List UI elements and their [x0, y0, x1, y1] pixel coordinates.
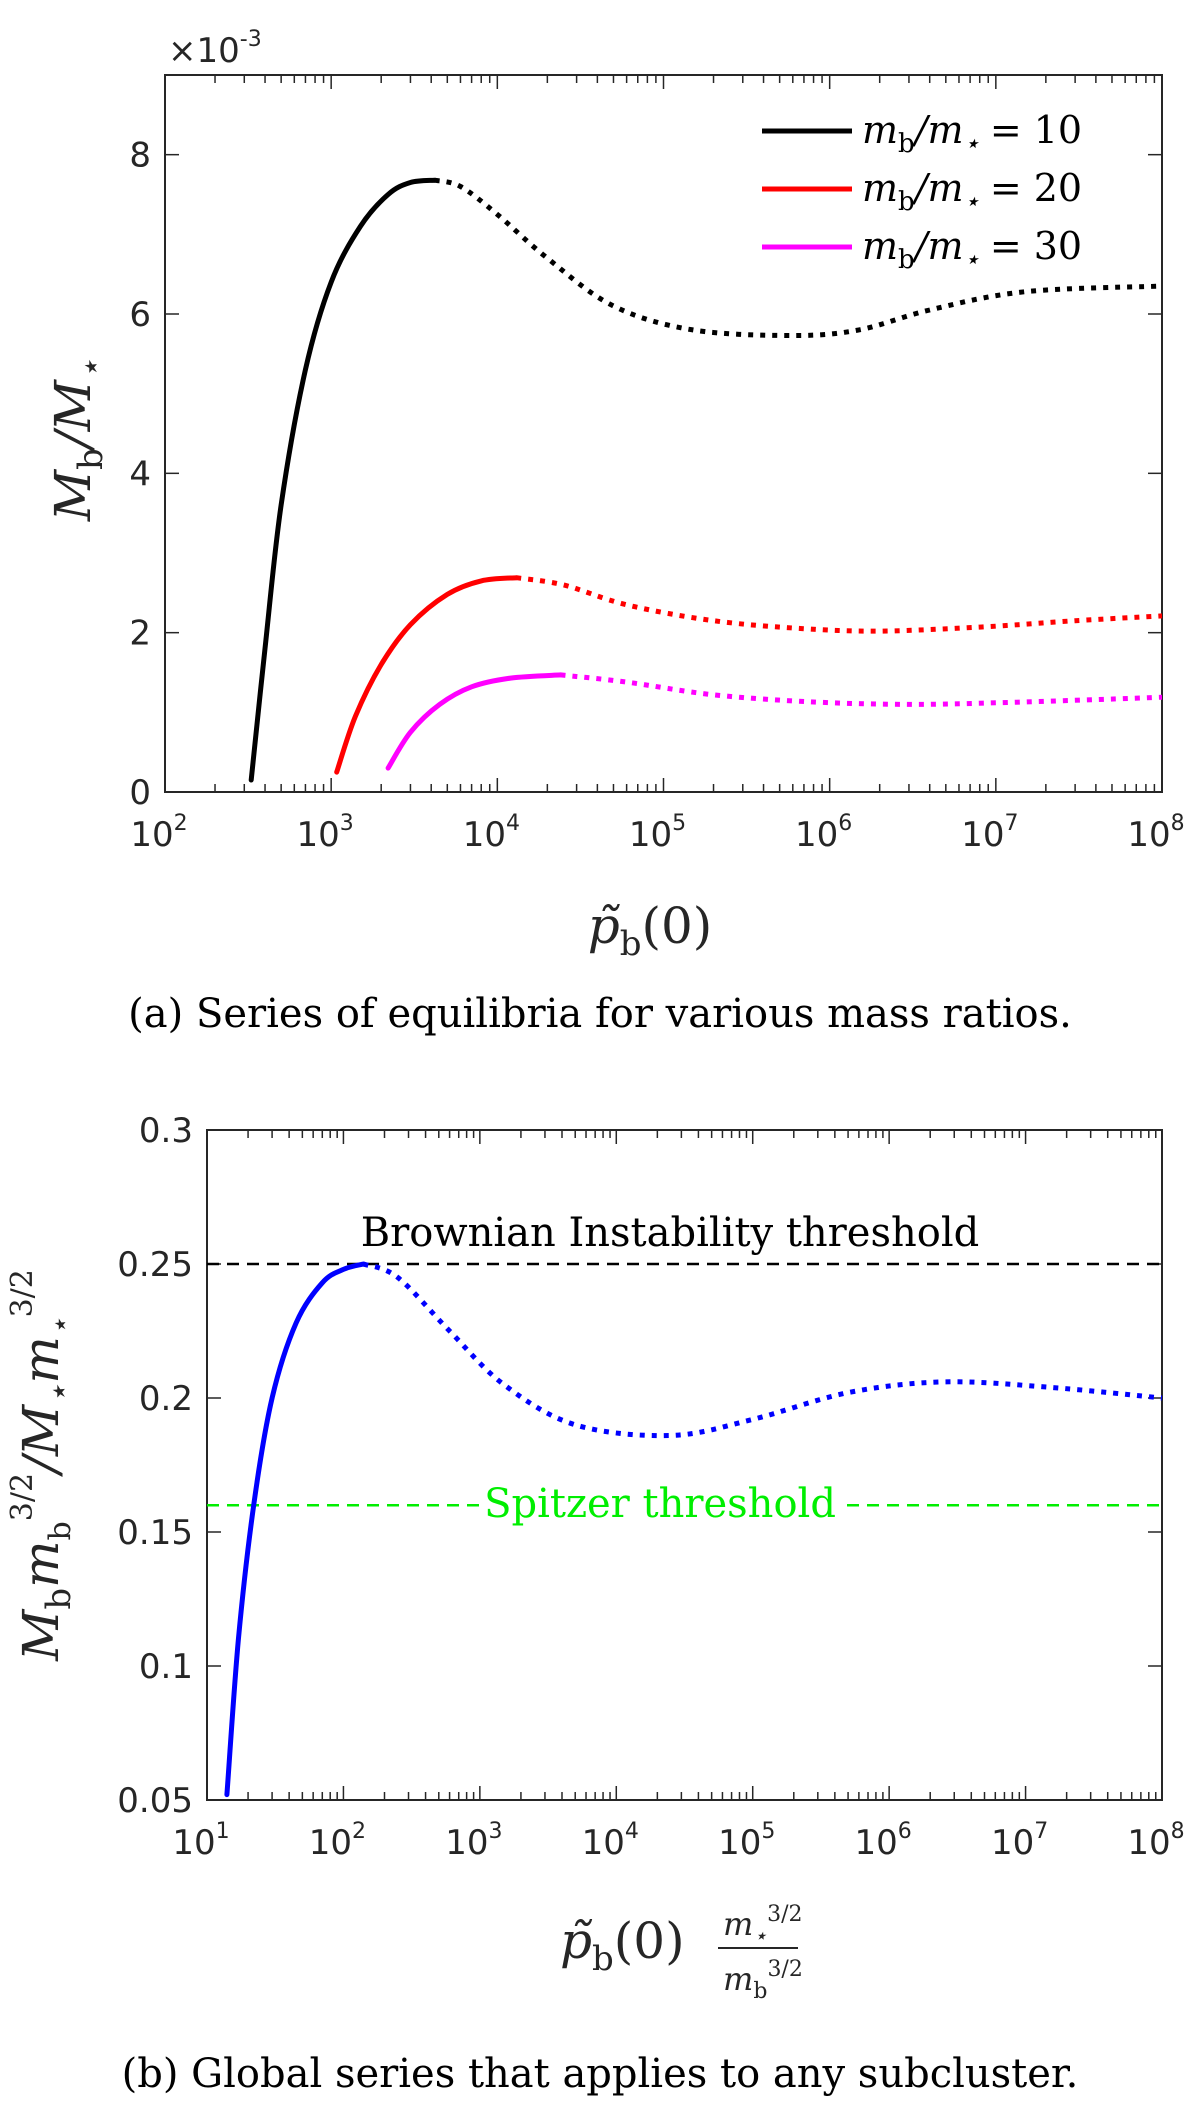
- x-tick-label: 107: [961, 811, 1018, 855]
- y-tick-label: 2: [129, 614, 151, 654]
- threshold-label-bg: [480, 1481, 840, 1526]
- x-tick-label: 107: [991, 1819, 1048, 1863]
- x-tick-label: 105: [629, 811, 686, 855]
- y-tick-label: 0.25: [117, 1245, 193, 1285]
- svg-text:mb3/2: mb3/2: [723, 1957, 803, 2004]
- panel-a-legend: mb/m⋆ = 10 mb/m⋆ = 20 mb/m⋆ = 30: [762, 108, 1082, 275]
- legend-entry: mb/m⋆ = 20: [862, 166, 1082, 217]
- panel-b-x-tick-labels: 101 102 103 104 105 106 107 108: [172, 1819, 1184, 1863]
- x-tick-label: 103: [297, 811, 354, 855]
- panel-b-series: [224, 1261, 1163, 1798]
- threshold-label: Spitzer threshold: [484, 1481, 836, 1527]
- panel-b-thresholds: Brownian Instability threshold Spitzer th…: [207, 1210, 1162, 1527]
- y-tick-label: 6: [129, 295, 151, 335]
- panel-a-x-tick-labels: 102 103 104 105 106 107 108: [130, 811, 1184, 855]
- panel-a-x-axis-label: p̃b(0): [588, 897, 713, 964]
- series-stable-line: [224, 1261, 366, 1798]
- threshold-label: Brownian Instability threshold: [361, 1210, 980, 1256]
- panel-a-y-axis-label: Mb/M⋆: [44, 359, 111, 522]
- x-tick-label: 103: [445, 1819, 502, 1863]
- panel-a-series: [248, 177, 1163, 783]
- series-unstable-line: [515, 575, 1163, 634]
- panel-b-y-axis-label: Mbmb3/2/M⋆m⋆3/2: [5, 1269, 79, 1662]
- svg-text:p̃b(0): p̃b(0): [560, 1912, 685, 1979]
- panel-b-plot-area: [206, 1129, 1163, 1801]
- x-tick-label: 102: [309, 1819, 366, 1863]
- panel-b-caption: (b) Global series that applies to any su…: [122, 2051, 1079, 2097]
- panel-a-plot-area: [164, 74, 1163, 793]
- panel-b-x-axis-label: p̃b(0) m⋆3/2 mb3/2: [560, 1902, 803, 2004]
- series-stable-line: [334, 575, 519, 775]
- x-tick-label: 104: [582, 1819, 639, 1863]
- x-tick-label: 101: [172, 1819, 229, 1863]
- x-tick-label: 106: [855, 1819, 912, 1863]
- series-stable-line: [385, 672, 563, 771]
- legend-entry: mb/m⋆ = 30: [862, 224, 1082, 275]
- y-tick-label: 0.1: [139, 1647, 193, 1687]
- x-tick-label: 108: [1127, 1819, 1184, 1863]
- legend-entry: mb/m⋆ = 10: [862, 108, 1082, 159]
- y-tick-label: 4: [129, 454, 151, 494]
- series-stable-line: [248, 177, 438, 783]
- panel-b-y-tick-labels: 0.05 0.1 0.15 0.2 0.25 0.3: [117, 1111, 193, 1821]
- x-tick-label: 104: [463, 811, 520, 855]
- panel-a-caption: (a) Series of equilibria for various mas…: [128, 991, 1072, 1037]
- series-unstable-line: [560, 672, 1163, 707]
- y-tick-label: 8: [129, 136, 151, 176]
- panel-a-ticks: [164, 75, 1162, 793]
- x-tick-label: 108: [1127, 811, 1184, 855]
- series-unstable-line: [434, 177, 1163, 339]
- svg-text:m⋆3/2: m⋆3/2: [723, 1902, 803, 1949]
- y-tick-label: 0.15: [117, 1513, 193, 1553]
- panel-a-y-tick-labels: 0 2 4 6 8: [129, 136, 151, 813]
- panel-a-y-multiplier: ×10-3: [168, 27, 262, 71]
- x-tick-label: 102: [130, 811, 187, 855]
- panel-b: 101 102 103 104 105 106 107 108 0.050.10.150.20…: [5, 1111, 1185, 2097]
- panel-b-ticks: [206, 1129, 1162, 1801]
- panel-a: 102 103 104 105 106 107 108 0 2 4 6 8 ×10-3 p̃b(0)…: [44, 27, 1185, 1037]
- y-tick-label: 0.2: [139, 1379, 193, 1419]
- y-tick-label: 0.05: [117, 1781, 193, 1821]
- y-tick-label: 0.3: [139, 1111, 193, 1151]
- y-tick-label: 0: [129, 773, 151, 813]
- x-tick-label: 106: [795, 811, 852, 855]
- x-tick-label: 105: [718, 1819, 775, 1863]
- series-unstable-line: [362, 1261, 1163, 1439]
